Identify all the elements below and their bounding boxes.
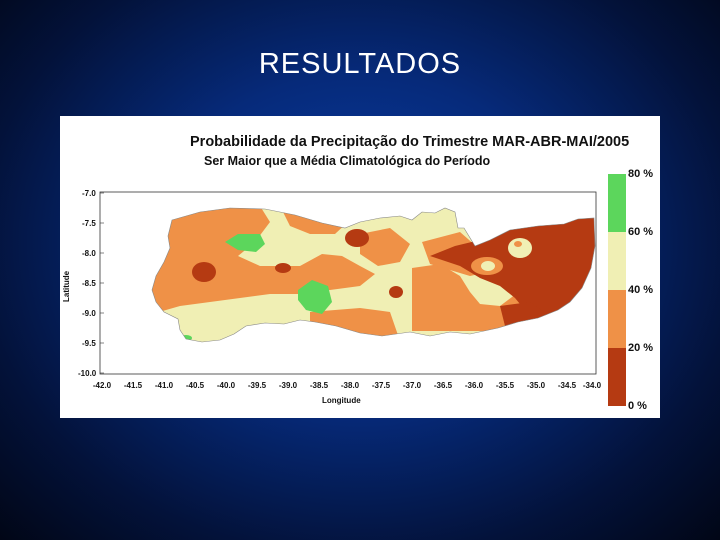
x-axis-label: Longitude [322,396,361,405]
y-axis-label: Latitude [62,270,71,302]
x-tick-label: -36.5 [433,381,453,390]
zone-darkred-spot-south [389,286,403,298]
map-figure: Probabilidade da Precipitação do Trimest… [60,116,660,418]
zone-green-central [298,280,332,314]
legend-label-20: 20 % [628,342,654,354]
x-tick-label: -41.0 [154,381,174,390]
legend-label-80: 80 % [628,168,654,180]
legend-swatch-60 [608,232,626,290]
slide-title: RESULTADOS [258,48,462,80]
legend-swatch-40 [608,290,626,348]
axis-ticks [100,192,104,374]
y-tick-label: -9.5 [82,339,96,348]
x-tick-label: -41.5 [123,381,143,390]
legend-label-40: 40 % [628,284,654,296]
x-tick-label: -35.5 [495,381,515,390]
zone-darkred-spot-north [345,229,369,247]
x-tick-label: -40.5 [185,381,205,390]
y-tick-label: -10.0 [78,369,97,378]
map-svg [99,174,626,406]
x-tick-label: -36.0 [464,381,484,390]
y-tick-label: -8.5 [82,279,96,288]
legend-label-60: 60 % [628,226,654,238]
zone-darkred-spot-west [192,262,216,282]
state-outline [151,207,596,343]
x-tick-label: -34.5 [557,381,577,390]
figure-title: Probabilidade da Precipitação do Trimest… [190,134,630,150]
legend-swatch-20 [608,348,626,406]
x-tick-label: -35.0 [526,381,546,390]
zone-green-west [225,234,265,252]
y-tick-label: -7.0 [82,189,96,198]
zone-orange-dot [514,241,522,247]
x-tick-label: -34.0 [582,381,602,390]
y-tick-label: -8.0 [82,249,96,258]
zone-orange-central [360,228,410,266]
legend-bar [608,174,626,406]
x-tick-label: -42.0 [92,381,112,390]
x-tick-label: -38.0 [340,381,360,390]
zone-darkred-spot-central [275,263,291,273]
x-tick-label: -39.0 [278,381,298,390]
y-tick-label: -9.0 [82,309,96,318]
zone-cream-pocket-2 [508,238,532,258]
y-tick-label: -7.5 [82,219,96,228]
figure-subtitle: Ser Maior que a Média Climatológica do P… [204,154,491,168]
x-tick-label: -37.0 [402,381,422,390]
legend-label-0: 0 % [628,400,647,412]
zone-cream-pocket [481,261,495,271]
x-tick-label: -39.5 [247,381,267,390]
x-tick-label: -37.5 [371,381,391,390]
x-tick-label: -38.5 [309,381,329,390]
x-tick-label: -40.0 [216,381,236,390]
zone-darkred-east [430,216,595,320]
legend-swatch-80 [608,174,626,232]
zone-orange-east [412,264,530,331]
